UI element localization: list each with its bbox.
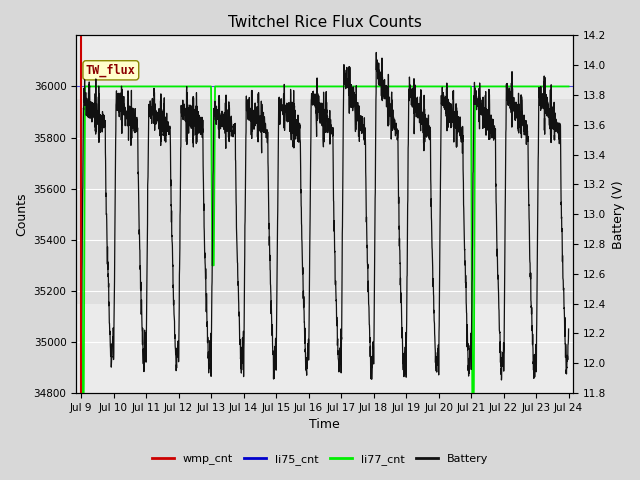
Text: TW_flux: TW_flux [86, 64, 136, 77]
Y-axis label: Battery (V): Battery (V) [612, 180, 625, 249]
Y-axis label: Counts: Counts [15, 192, 28, 236]
Title: Twitchel Rice Flux Counts: Twitchel Rice Flux Counts [228, 15, 422, 30]
Bar [76, 99, 573, 304]
X-axis label: Time: Time [309, 419, 340, 432]
Legend: wmp_cnt, li75_cnt, li77_cnt, Battery: wmp_cnt, li75_cnt, li77_cnt, Battery [147, 450, 493, 469]
